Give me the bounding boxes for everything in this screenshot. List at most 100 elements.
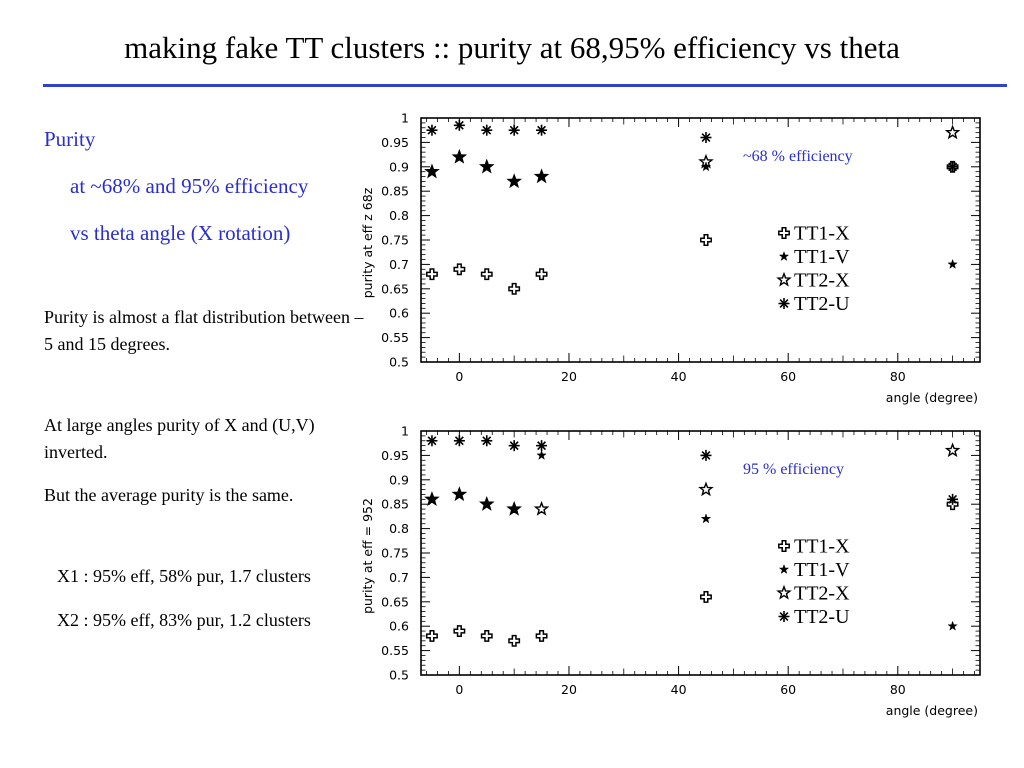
marker-tt1-x [535,630,548,642]
marker-tt2-x [533,500,550,516]
marker-tt1-x [508,634,521,647]
marker-tt1-x [480,630,493,642]
marker-tt2-u [453,119,465,131]
marker-tt2-u [947,161,959,173]
y-tick-label: 0.95 [381,448,409,463]
efficiency-annotation: 95 % efficiency [743,461,844,478]
x2-note: X2 : 95% eff, 83% pur, 1.2 clusters [57,610,311,630]
marker-tt1-x [426,268,438,281]
marker-tt2-u [481,124,493,136]
marker-tt1-x [946,498,959,511]
marker-tt1-x [535,268,548,281]
legend-marker-tt2-u [778,298,790,309]
marker-tt2-x [478,495,495,511]
y-tick-label: 0.55 [381,643,409,658]
marker-tt1-x [700,590,712,603]
y-tick-label: 0.95 [381,135,409,150]
y-tick-label: 0.9 [389,472,409,487]
legend-marker-tt2-x [776,584,792,600]
x-axis-label: angle (degree) [886,703,978,718]
marker-tt2-u [700,132,712,144]
marker-tt1-x [453,625,466,638]
marker-tt2-x [424,491,440,506]
angle-subheading: vs theta angle (X rotation) [70,221,291,245]
marker-tt2-x [424,163,440,179]
marker-tt2-x [478,158,495,174]
purity-95-chart: 0.5 0.55 0.6 0.65 0.7 0.75 0.8 0.85 0.9 0.95 1 0 20 4… [360,424,981,718]
marker-tt2-x [698,481,714,497]
y-tick-label: 0.7 [389,257,409,272]
legend-label: TT2-U [794,293,850,315]
y-tick-label: 0.6 [389,619,409,634]
x-tick-label: 40 [671,682,687,697]
efficiency-annotation: ~68 % efficiency [743,148,853,165]
marker-tt1-v [947,258,958,269]
marker-tt2-x [451,486,468,502]
efficiency-subheading: at ~68% and 95% efficiency [70,174,309,198]
y-tick-label: 1 [401,111,409,126]
x-tick-label: 60 [780,682,796,697]
x1-note: X1 : 95% eff, 58% pur, 1.7 clusters [57,566,311,586]
x-tick-label: 20 [561,369,577,384]
y-tick-label: 0.8 [389,521,409,536]
y-axis-label: purity at eff = 952 [360,498,375,614]
purity-heading: Purity [44,127,96,151]
marker-tt2-x [506,500,522,516]
y-tick-label: 1 [401,424,409,439]
legend-label: TT1-X [794,223,850,245]
legend-label: TT2-U [794,606,850,628]
marker-tt2-x [533,168,550,184]
title-divider [43,84,1007,87]
legend-label: TT2-X [794,583,850,605]
marker-tt1-x [508,282,521,295]
y-tick-label: 0.65 [381,594,409,609]
marker-tt2-u [481,435,493,447]
x-tick-label: 0 [455,682,463,697]
inversion-text: At large angles purity of X and (U,V) in… [44,415,315,462]
marker-tt2-x [944,124,961,140]
marker-tt2-u [508,440,520,452]
y-tick-label: 0.8 [389,208,409,223]
y-tick-label: 0.75 [381,233,409,248]
y-axis-label: purity at eff z 68z [360,187,375,298]
y-tick-label: 0.5 [389,355,409,370]
marker-tt2-u [536,440,548,452]
marker-tt1-v [536,449,547,460]
y-tick-label: 0.65 [381,281,409,296]
marker-tt1-x [426,630,438,642]
y-tick-label: 0.85 [381,497,409,512]
y-tick-label: 0.5 [389,668,409,683]
marker-tt2-u [426,124,438,136]
marker-tt1-x [480,268,493,281]
marker-tt2-u [947,493,959,505]
y-tick-label: 0.7 [389,570,409,585]
marker-tt2-u [700,449,712,461]
y-tick-label: 0.55 [381,330,409,345]
purity-68-chart: 0.5 0.55 0.6 0.65 0.7 0.75 0.8 0.85 0.9 0.95 1 0 20 4… [360,111,981,405]
legend-marker-tt2-x [776,271,792,287]
y-tick-label: 0.9 [389,159,409,174]
x-tick-label: 60 [780,369,796,384]
marker-tt2-u [426,435,438,447]
legend-label: TT1-V [794,246,850,268]
legend-marker-tt1-x [778,227,790,239]
plot-frame [420,430,981,676]
marker-tt1-x [700,234,712,246]
legend-marker-tt1-x [778,540,790,552]
legend-label: TT2-X [794,270,850,292]
marker-tt2-x [451,148,468,164]
marker-tt2-x [506,173,522,189]
x-tick-label: 20 [561,682,577,697]
slide-title: making fake TT clusters :: purity at 68,… [124,30,900,65]
y-tick-label: 0.75 [381,546,409,561]
x-tick-label: 0 [455,369,463,384]
legend-marker-tt1-v [778,250,790,262]
x-tick-label: 40 [671,369,687,384]
marker-tt2-x [698,153,714,169]
legend-label: TT1-V [794,559,850,581]
y-tick-label: 0.6 [389,306,409,321]
flat-distribution-text: Purity is almost a flat distribution bet… [44,307,364,354]
marker-tt2-u [453,435,465,447]
marker-tt2-u [536,124,548,136]
x-axis-label: angle (degree) [886,390,978,405]
